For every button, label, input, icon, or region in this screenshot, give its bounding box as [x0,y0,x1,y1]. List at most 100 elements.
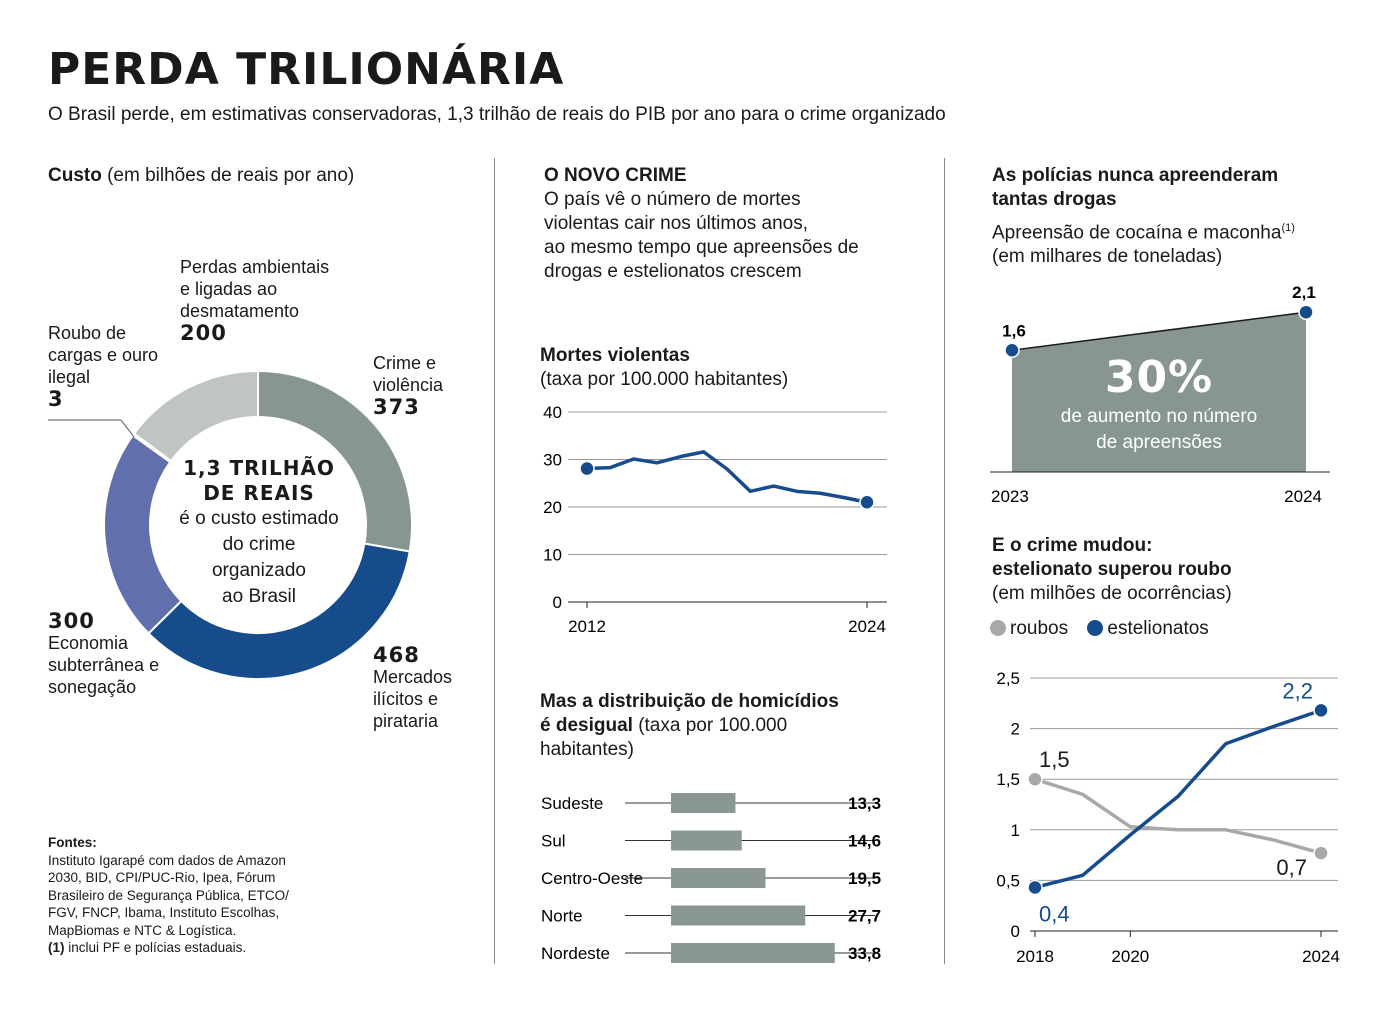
novo-crime: O NOVO CRIME O país vê o número de morte… [544,164,859,284]
apreensao-chart: 1,6 2,1 2023 2024 [990,283,1330,506]
label-roubo-line: ilegal [48,367,91,387]
label-roubo: Roubo de cargas e ouro ilegal 3 [48,322,158,410]
label-crime-line: Crime e [373,353,437,373]
bar-category-label: Norte [541,907,583,926]
homicidios-chart: Sudeste 13,3 Sul 14,6 Centro-Oeste 19,5 Norte 2… [541,793,881,963]
label-economia-line: subterrânea e [48,655,160,675]
end-label-estelionatos: 2,2 [1282,678,1313,703]
data-point [1298,304,1314,320]
value-roubo: 3 [48,387,64,411]
label-economia-line: Economia [48,633,129,653]
data-point [1004,342,1020,359]
y-tick-label: 2,5 [996,669,1020,688]
custo-title-rest: (em bilhões de reais por ano) [101,165,355,186]
fontes-note: (1) inclui PF e polícias estaduais. [48,939,289,957]
center-big-1: 1,3 TRILHÃO [183,456,335,480]
value-mercados: 468 [373,643,420,667]
x-tick-label: 2020 [1111,947,1149,966]
homicidios-title-2: é desigual (taxa por 100.000 [540,714,839,738]
roubo-leader-line [120,419,135,438]
donut-slice-perdas [132,369,259,463]
label-perdas-line: desmatamento [180,301,300,321]
label-perdas: Perdas ambientais e ligadas ao desmatame… [180,256,329,344]
mortes-title: Mortes violentas [540,345,690,366]
pct-text: de aumento no número [1060,406,1258,427]
column-divider [944,158,945,964]
mortes-subtitle: (taxa por 100.000 habitantes) [540,369,789,390]
crime-mudou-legend: roubos estelionatos [990,617,1209,641]
pct-text: de apreensões [1096,432,1222,453]
column-divider [494,158,495,964]
label-roubo-line: cargas e ouro [48,345,159,365]
bar-category-label: Nordeste [541,944,610,963]
x-tick-label: 2018 [1016,947,1054,966]
policias-sup: (1) [1281,222,1295,234]
donut-slice-mercados [147,542,411,680]
policias-sub-2: (em milhares de toneladas) [992,246,1223,268]
fontes-line: 2030, BID, CPI/PUC-Rio, Ipea, Fórum [48,870,276,885]
y-tick-label: 40 [543,403,562,422]
end-label-roubos: 0,7 [1276,855,1307,880]
x-tick-label: 2012 [568,617,606,636]
fontes-title: Fontes: [48,835,97,850]
label-roubo-line: Roubo de [48,323,127,343]
policias-header: As polícias nunca apreenderam tantas dro… [992,164,1295,269]
legend-estelionatos-dot [1087,620,1104,636]
apreensao-overlay: 30% de aumento no número de apreensões [1012,352,1306,456]
bar [671,868,766,888]
crime-mudou-header: E o crime mudou: estelionato superou rou… [992,534,1232,606]
mortes-chart: 40 30 20 10 0 2012 2024 [543,403,887,636]
donut-center: 1,3 TRILHÃO DE REAIS é o custo estimado … [150,456,368,610]
fontes-line: Instituto Igarapé com dados de Amazon [48,852,286,868]
value-economia: 300 [48,609,95,633]
data-point [1027,771,1043,787]
bar-category-label: Centro-Oeste [541,869,643,888]
legend-estelionatos-label: estelionatos [1107,618,1209,639]
label-crime: Crime e violência 373 [373,352,443,418]
value-perdas: 200 [180,321,227,345]
y-tick-label: 1 [1011,821,1020,840]
bar [671,905,806,926]
crime-mudou-title: E o crime mudou: [992,535,1153,556]
homicidios-title-rest: (taxa por 100.000 [632,715,788,736]
series-line-mortes [586,450,868,504]
y-tick-label: 10 [543,546,562,565]
novo-crime-line: O país vê o número de mortes [544,189,801,210]
data-point [579,460,595,477]
x-tick-label: 2024 [848,617,886,636]
policias-title: tantas drogas [992,189,1117,210]
mortes-header: Mortes violentas (taxa por 100.000 habit… [540,344,788,392]
bar-value-label: 14,6 [848,832,881,851]
homicidios-title-bold: é desigual [540,715,633,736]
data-point [859,494,875,510]
bar-value-label: 33,8 [848,944,881,963]
note-text: inclui PF e polícias estaduais. [64,940,247,955]
label-economia: 300 Economia subterrânea e sonegação [48,610,159,698]
label-economia-line: sonegação [48,677,137,697]
crime-mudou-sub: (em milhões de ocorrências) [992,583,1232,604]
crime-mudou-title: estelionato superou roubo [992,559,1232,580]
x-tick-label: 2024 [1302,947,1340,966]
x-tick-label: 2023 [991,487,1029,506]
y-tick-label: 0 [553,593,562,612]
bar-value-label: 19,5 [848,869,881,888]
homicidios-title: Mas a distribuição de homicídios [540,691,839,712]
bar-value-label: 27,7 [848,907,881,926]
center-text-line: do crime [222,534,296,555]
custo-title-bold: Custo [48,165,102,186]
x-tick-label: 2024 [1284,487,1322,506]
fontes-line: MapBiomas e NTC & Logística. [48,922,237,938]
y-tick-label: 20 [543,498,562,517]
legend-roubos-label: roubos [1010,618,1069,639]
area-fill [1012,312,1306,472]
start-label-estelionatos: 0,4 [1039,901,1070,926]
fontes-line: FGV, FNCP, Ibama, Instituto Escolhas, [48,905,280,920]
y-tick-label: 1,5 [996,770,1020,789]
y-tick-label: 0 [1011,922,1020,941]
label-mercados-line: pirataria [373,711,439,731]
policias-sub-text: Apreensão de cocaína e maconha [992,222,1282,244]
homicidios-header: Mas a distribuição de homicídios é desig… [540,690,839,762]
page-title: PERDA TRILIONÁRIA [48,44,565,95]
value-crime: 373 [373,395,420,419]
novo-crime-line: violentas cair nos últimos anos, [544,213,809,234]
